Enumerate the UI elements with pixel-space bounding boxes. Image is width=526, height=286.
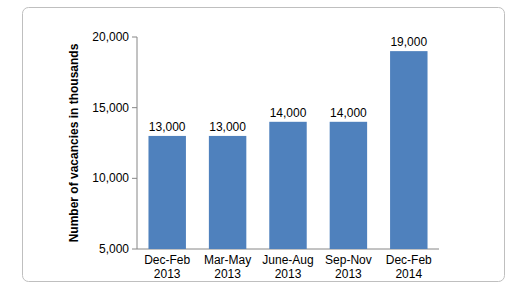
x-tick-label-line: Dec-Feb — [386, 253, 432, 267]
y-tick — [132, 178, 137, 179]
data-label: 14,000 — [270, 106, 307, 120]
bar — [330, 122, 367, 249]
x-tick-label: June-Aug2013 — [262, 253, 313, 281]
y-tick-label: 10,000 — [92, 171, 129, 185]
y-tick — [132, 37, 137, 38]
y-tick-label: 20,000 — [92, 30, 129, 44]
x-tick-label-line: 2013 — [275, 267, 302, 281]
y-tick — [132, 107, 137, 108]
y-tick-label: 5,000 — [99, 242, 129, 256]
x-tick-label-line: Mar-May — [204, 253, 251, 267]
bar — [390, 51, 427, 249]
data-label: 13,000 — [209, 120, 246, 134]
x-tick-label-line: Dec-Feb — [144, 253, 190, 267]
x-tick-label-line: 2014 — [395, 267, 422, 281]
chart-border — [23, 8, 505, 282]
bars — [148, 51, 427, 249]
bar — [148, 136, 185, 249]
x-tick-label-line: Sep-Nov — [325, 253, 372, 267]
y-tick — [132, 249, 137, 250]
data-label: 13,000 — [149, 120, 186, 134]
x-tick-label: Mar-May2013 — [204, 253, 251, 281]
data-label: 14,000 — [330, 106, 367, 120]
x-tick-label-line: 2013 — [214, 267, 241, 281]
x-tick-label-line: 2013 — [335, 267, 362, 281]
bar — [269, 122, 306, 249]
x-tick-label-line: June-Aug — [262, 253, 313, 267]
x-tick-label: Sep-Nov2013 — [325, 253, 372, 281]
y-tick-label: 15,000 — [92, 101, 129, 115]
x-tick-label: Dec-Feb2014 — [386, 253, 432, 281]
bar — [209, 136, 246, 249]
data-label: 19,000 — [390, 35, 427, 49]
chart: 5,000 10,000 15,000 20,000 Number of vacanci… — [0, 0, 526, 286]
x-tick-label: Dec-Feb2013 — [144, 253, 190, 281]
x-tick-label-line: 2013 — [154, 267, 181, 281]
y-axis-title: Number of vacancies in thousands — [67, 43, 81, 242]
y-axis — [137, 37, 138, 249]
